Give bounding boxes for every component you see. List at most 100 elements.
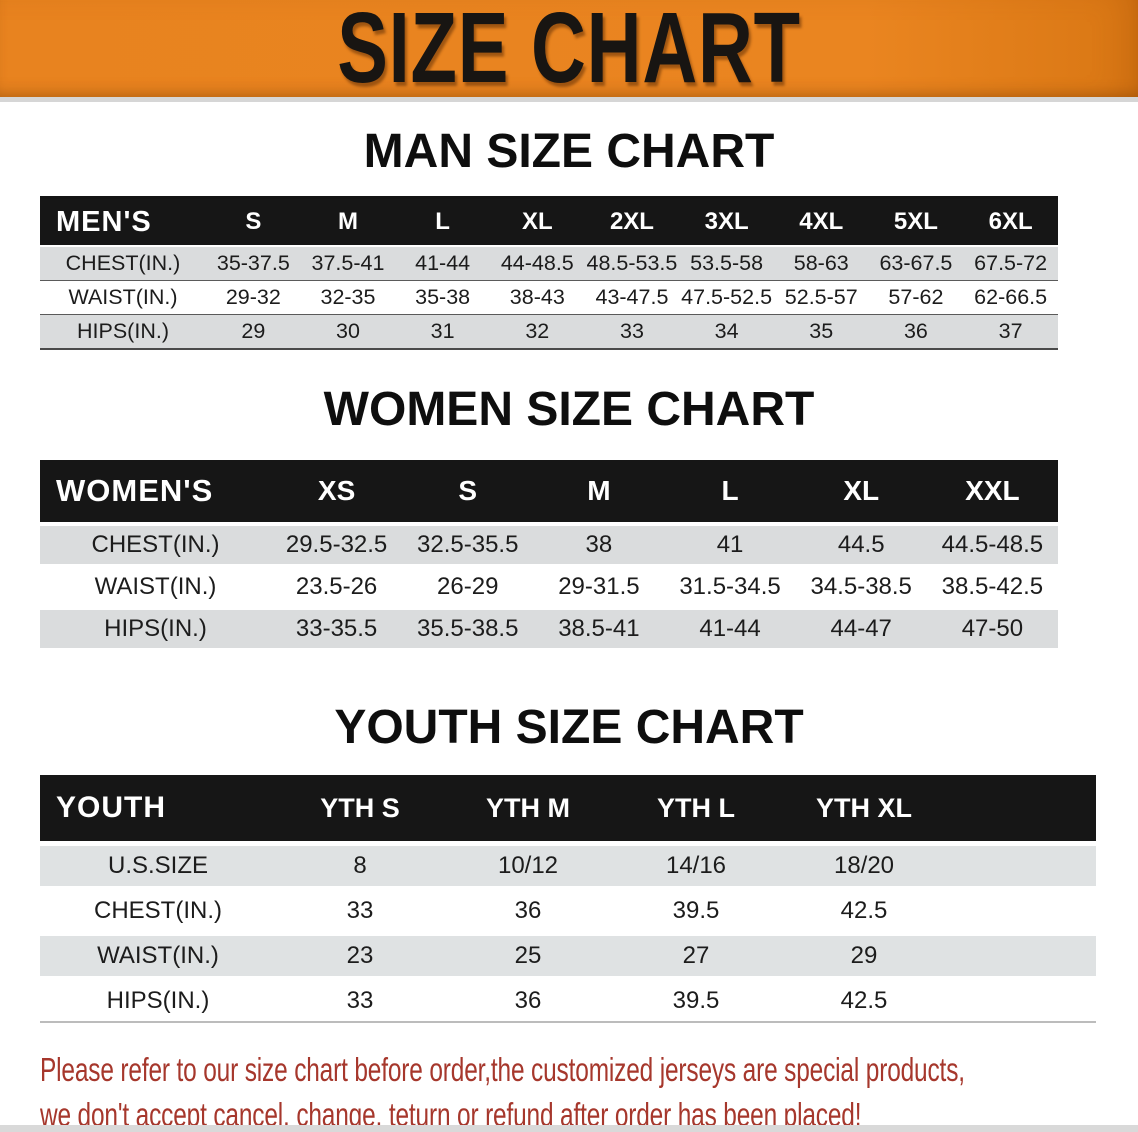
size-value: 39.5 <box>612 886 780 934</box>
size-value: 41-44 <box>395 245 490 281</box>
column-header: 4XL <box>773 197 869 246</box>
column-header: L <box>395 197 490 246</box>
column-header: XL <box>795 460 927 524</box>
column-header: S <box>206 197 301 246</box>
size-value: 33 <box>276 886 444 934</box>
row-label: WAIST(IN.) <box>40 564 271 608</box>
size-value: 32 <box>489 314 585 349</box>
size-value: 36 <box>868 314 964 349</box>
size-value: 10/12 <box>444 841 612 889</box>
size-value: 39.5 <box>612 976 780 1022</box>
size-value: 29-31.5 <box>533 564 665 608</box>
size-value: 35 <box>773 314 869 349</box>
table-row: WAIST(IN.) 23.5-26 26-29 29-31.5 31.5-34.5 34… <box>40 564 1058 608</box>
size-value: 33-35.5 <box>271 606 403 648</box>
size-value: 37.5-41 <box>300 245 396 281</box>
table-row: HIPS(IN.) 33-35.5 35.5-38.5 38.5-41 41-44 44-… <box>40 606 1058 648</box>
size-value: 29.5-32.5 <box>271 522 403 566</box>
size-value: 34 <box>679 314 774 349</box>
banner-title: SIZE CHART <box>337 0 801 104</box>
column-header: 3XL <box>679 197 774 246</box>
size-value: 8 <box>276 841 444 889</box>
row-spacer <box>948 886 1096 934</box>
size-value: 23 <box>276 931 444 979</box>
size-value: 14/16 <box>612 841 780 889</box>
table-title: WOMEN'S <box>40 460 271 524</box>
size-value: 38-43 <box>489 280 585 315</box>
header-spacer <box>948 775 1096 844</box>
size-value: 32.5-35.5 <box>402 522 534 566</box>
column-header: 2XL <box>584 197 680 246</box>
row-label: HIPS(IN.) <box>40 976 276 1022</box>
size-value: 29 <box>780 931 948 979</box>
size-value: 25 <box>444 931 612 979</box>
column-header: 6XL <box>963 197 1058 246</box>
row-spacer <box>948 931 1096 979</box>
row-label: CHEST(IN.) <box>40 245 206 281</box>
table-title: YOUTH <box>40 775 276 844</box>
size-value: 26-29 <box>402 564 534 608</box>
men-section-heading: MAN SIZE CHART <box>363 125 775 178</box>
table-row: CHEST(IN.) 33 36 39.5 42.5 <box>40 886 1096 934</box>
row-label: HIPS(IN.) <box>40 606 271 648</box>
size-value: 57-62 <box>868 280 964 315</box>
column-header: XXL <box>926 460 1058 524</box>
row-label: U.S.SIZE <box>40 841 276 889</box>
size-value: 44-48.5 <box>489 245 585 281</box>
size-value: 31.5-34.5 <box>664 564 796 608</box>
size-value: 18/20 <box>780 841 948 889</box>
table-row: WAIST(IN.) 29-32 32-35 35-38 38-43 43-47.5 47.… <box>40 280 1058 315</box>
table-row: CHEST(IN.) 35-37.5 37.5-41 41-44 44-48.5 48.5… <box>40 245 1058 281</box>
size-value: 27 <box>612 931 780 979</box>
size-value: 42.5 <box>780 886 948 934</box>
column-header: YTH L <box>612 775 780 844</box>
bottom-edge-strip <box>0 1125 1138 1132</box>
column-header: 5XL <box>868 197 964 246</box>
size-value: 29 <box>206 314 301 349</box>
men-section: MAN SIZE CHART MEN'S S M L XL 2XL 3XL 4XL 5XL 6XL… <box>0 124 1138 350</box>
size-value: 30 <box>300 314 396 349</box>
size-value: 44.5 <box>795 522 927 566</box>
size-value: 38.5-42.5 <box>926 564 1058 608</box>
size-value: 67.5-72 <box>963 245 1058 281</box>
size-value: 52.5-57 <box>773 280 869 315</box>
size-value: 43-47.5 <box>584 280 680 315</box>
size-value: 44.5-48.5 <box>926 522 1058 566</box>
table-header-row: MEN'S S M L XL 2XL 3XL 4XL 5XL 6XL <box>40 197 1058 246</box>
size-value: 35.5-38.5 <box>402 606 534 648</box>
size-value: 42.5 <box>780 976 948 1022</box>
size-value: 58-63 <box>773 245 869 281</box>
size-value: 35-38 <box>395 280 490 315</box>
table-header-row: WOMEN'S XS S M L XL XXL <box>40 460 1058 524</box>
row-spacer <box>948 841 1096 889</box>
table-title: MEN'S <box>40 197 206 246</box>
size-value: 48.5-53.5 <box>584 245 680 281</box>
size-value: 41 <box>664 522 796 566</box>
row-label: WAIST(IN.) <box>40 280 206 315</box>
youth-section-heading: YOUTH SIZE CHART <box>334 701 804 754</box>
size-value: 41-44 <box>664 606 796 648</box>
row-spacer <box>948 976 1096 1022</box>
size-value: 53.5-58 <box>679 245 774 281</box>
row-label: CHEST(IN.) <box>40 886 276 934</box>
row-label: CHEST(IN.) <box>40 522 271 566</box>
size-value: 47.5-52.5 <box>679 280 774 315</box>
row-label: WAIST(IN.) <box>40 931 276 979</box>
column-header: S <box>402 460 534 524</box>
table-row: U.S.SIZE 8 10/12 14/16 18/20 <box>40 841 1096 889</box>
row-label: HIPS(IN.) <box>40 314 206 349</box>
women-size-table: WOMEN'S XS S M L XL XXL CHEST(IN.) 29.5-32.5 32.5… <box>40 460 1058 648</box>
column-header: L <box>664 460 796 524</box>
size-value: 38.5-41 <box>533 606 665 648</box>
column-header: M <box>300 197 396 246</box>
size-value: 35-37.5 <box>206 245 301 281</box>
size-value: 29-32 <box>206 280 301 315</box>
size-value: 62-66.5 <box>963 280 1058 315</box>
column-header: YTH M <box>444 775 612 844</box>
column-header: YTH S <box>276 775 444 844</box>
size-value: 36 <box>444 886 612 934</box>
women-section: WOMEN SIZE CHART WOMEN'S XS S M L XL XXL CHEST(… <box>0 382 1138 648</box>
table-row: WAIST(IN.) 23 25 27 29 <box>40 931 1096 979</box>
column-header: XL <box>489 197 585 246</box>
